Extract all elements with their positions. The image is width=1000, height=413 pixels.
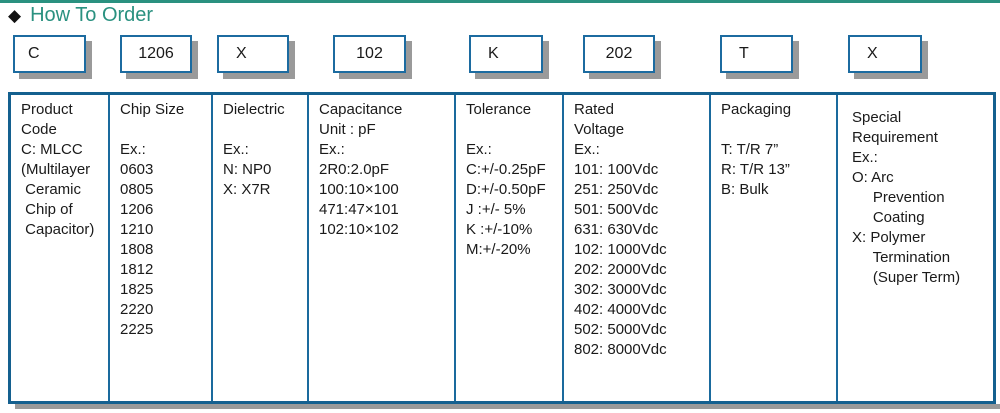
top-divider-line — [0, 0, 1000, 3]
code-box-label: X — [867, 45, 878, 62]
text-line: 501: 500Vdc — [574, 201, 659, 218]
column-special-requirement: Special Requirement Ex.: O: Arc Prevention … — [838, 95, 993, 401]
code-box-label: T — [739, 45, 749, 62]
text-line: Packaging — [721, 101, 792, 118]
column-dielectric: Dielectric Ex.: N: NP0 X: X7R — [213, 95, 309, 401]
text-line: Termination — [852, 249, 951, 266]
text-line: 402: 4000Vdc — [574, 301, 667, 318]
code-box-label: 202 — [605, 45, 633, 62]
column-rated-voltage: Rated Voltage Ex.: 101: 100Vdc 251: 250Vdc 50… — [564, 95, 711, 401]
code-box-capacitance: 102 — [333, 35, 406, 73]
text-line: Chip Size — [120, 101, 185, 118]
text-line: 2220 — [120, 301, 154, 318]
code-box-chip-size: 1206 — [120, 35, 192, 73]
text-line: K :+/-10% — [466, 221, 533, 238]
text-line: 2225 — [120, 321, 154, 338]
diamond-bullet-icon: ◆ — [8, 6, 22, 25]
text-line: R: T/R 13” — [721, 161, 790, 178]
text-line: 202: 2000Vdc — [574, 261, 667, 278]
text-line: Ex.: — [466, 141, 492, 158]
text-line: 102:10×102 — [319, 221, 399, 238]
text-line: 1206 — [120, 201, 154, 218]
text-line — [466, 120, 558, 140]
text-line: Voltage — [574, 121, 625, 138]
column-tolerance: Tolerance Ex.: C:+/-0.25pF D:+/-0.50pF J :+… — [456, 95, 564, 401]
text-line: T: T/R 7” — [721, 141, 779, 158]
text-line: Capacitance — [319, 101, 403, 118]
code-box-label: C — [28, 45, 40, 62]
column-chip-size: Chip Size Ex.: 0603 0805 1206 1210 1808 1812 18… — [110, 95, 213, 401]
code-box-rated-voltage: 202 — [583, 35, 655, 73]
text-line: 1825 — [120, 281, 154, 298]
text-line — [223, 120, 303, 140]
order-code-table: Product Code C: MLCC (Multilayer Ceramic Ch… — [8, 92, 996, 404]
text-line: Ex.: — [574, 141, 600, 158]
text-line: (Super Term) — [852, 269, 961, 286]
text-line: Unit : pF — [319, 121, 376, 138]
code-box-label: K — [488, 45, 499, 62]
text-line: Coating — [852, 209, 925, 226]
text-line: C: MLCC — [21, 141, 83, 158]
text-line — [721, 120, 832, 140]
text-line: 631: 630Vdc — [574, 221, 659, 238]
text-line: 1210 — [120, 221, 154, 238]
text-line: Product — [21, 101, 73, 118]
text-line: 1808 — [120, 241, 154, 258]
code-box-label: 102 — [356, 45, 383, 62]
text-line: O: Arc — [852, 169, 894, 186]
text-line: 100:10×100 — [319, 181, 399, 198]
text-line: 0805 — [120, 181, 154, 198]
text-line: D:+/-0.50pF — [466, 181, 546, 198]
text-line: C:+/-0.25pF — [466, 161, 546, 178]
text-line: J :+/- 5% — [466, 201, 526, 218]
text-line: 102: 1000Vdc — [574, 241, 667, 258]
text-line — [120, 120, 207, 140]
code-box-tolerance: K — [469, 35, 543, 73]
page-title: ◆ How To Order — [8, 4, 153, 27]
text-line: (Multilayer — [21, 161, 91, 178]
code-box-special-requirement: X — [848, 35, 922, 73]
code-box-product-code: C — [13, 35, 86, 73]
text-line: Requirement — [852, 129, 938, 146]
column-capacitance: Capacitance Unit : pF Ex.: 2R0:2.0pF 100:10×… — [309, 95, 456, 401]
table-shadow — [15, 404, 1000, 409]
text-line: Special — [852, 109, 902, 126]
text-line: Ceramic — [21, 181, 82, 198]
column-packaging: Packaging T: T/R 7” R: T/R 13” B: Bulk — [711, 95, 838, 401]
text-line: Ex.: — [223, 141, 249, 158]
text-line: 802: 8000Vdc — [574, 341, 667, 358]
page-title-text: How To Order — [30, 4, 154, 26]
text-line: 0603 — [120, 161, 154, 178]
code-box-dielectric: X — [217, 35, 289, 73]
text-line: Capacitor) — [21, 221, 95, 238]
text-line: 2R0:2.0pF — [319, 161, 390, 178]
code-box-packaging: T — [720, 35, 793, 73]
text-line: Dielectric — [223, 101, 285, 118]
text-line: Rated — [574, 101, 615, 118]
text-line: Prevention — [852, 189, 945, 206]
text-line: 251: 250Vdc — [574, 181, 659, 198]
text-line: Tolerance — [466, 101, 532, 118]
code-box-label: X — [236, 45, 247, 62]
text-line: 502: 5000Vdc — [574, 321, 667, 338]
text-line: 471:47×101 — [319, 201, 399, 218]
text-line: 101: 100Vdc — [574, 161, 659, 178]
text-line: M:+/-20% — [466, 241, 531, 258]
text-line: Ex.: — [852, 149, 878, 166]
text-line: 1812 — [120, 261, 154, 278]
text-line: Code — [21, 121, 57, 138]
text-line: Ex.: — [319, 141, 345, 158]
text-line: 302: 3000Vdc — [574, 281, 667, 298]
column-product-code: Product Code C: MLCC (Multilayer Ceramic Ch… — [11, 95, 110, 401]
text-line: X: Polymer — [852, 229, 926, 246]
text-line: Chip of — [21, 201, 73, 218]
text-line: B: Bulk — [721, 181, 769, 198]
text-line: N: NP0 — [223, 161, 272, 178]
text-line: X: X7R — [223, 181, 271, 198]
text-line: Ex.: — [120, 141, 146, 158]
code-box-label: 1206 — [138, 45, 174, 62]
